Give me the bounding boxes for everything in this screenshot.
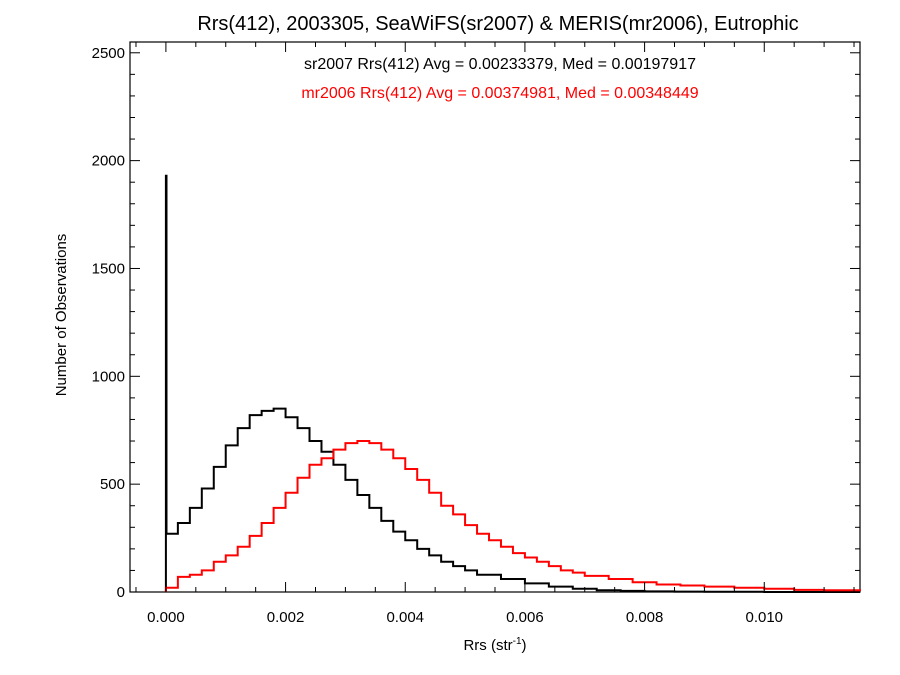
- y-tick-label: 2500: [92, 45, 125, 62]
- x-tick-label: 0.004: [386, 609, 424, 626]
- y-tick-label: 1000: [92, 368, 125, 385]
- series-line-0: [164, 174, 860, 593]
- annotation-sr2007: sr2007 Rrs(412) Avg = 0.00233379, Med = …: [304, 56, 696, 73]
- x-axis-label: Rrs (str-1): [463, 636, 526, 654]
- plot-area: [129, 41, 861, 593]
- x-tick-label: 0.002: [267, 609, 305, 626]
- x-axis-label-superscript: -1: [513, 636, 522, 647]
- x-axis-label-main: Rrs (str: [463, 637, 512, 654]
- annotation-mr2006: mr2006 Rrs(412) Avg = 0.00374981, Med = …: [301, 85, 698, 102]
- x-tick-label: 0.006: [506, 609, 544, 626]
- series-layer: [164, 174, 861, 593]
- plot-frame: [129, 41, 861, 593]
- series-line-1: [164, 440, 861, 592]
- y-axis-label: Number of Observations: [53, 234, 70, 397]
- y-tick-label: 500: [100, 476, 125, 493]
- x-tick-label: 0.000: [147, 609, 185, 626]
- y-tick-label: 0: [117, 584, 125, 601]
- y-tick-label: 2000: [92, 153, 125, 170]
- x-tick-label: 0.010: [745, 609, 783, 626]
- ticks-layer: 0.000 0.002 0.004 0.006 0.008 0.010 0 500 1000 15…: [92, 42, 860, 626]
- y-tick-label: 1500: [92, 260, 125, 277]
- x-axis-label-close: ): [522, 637, 527, 654]
- x-tick-label: 0.008: [626, 609, 664, 626]
- chart-title: Rrs(412), 2003305, SeaWiFS(sr2007) & MER…: [197, 13, 798, 35]
